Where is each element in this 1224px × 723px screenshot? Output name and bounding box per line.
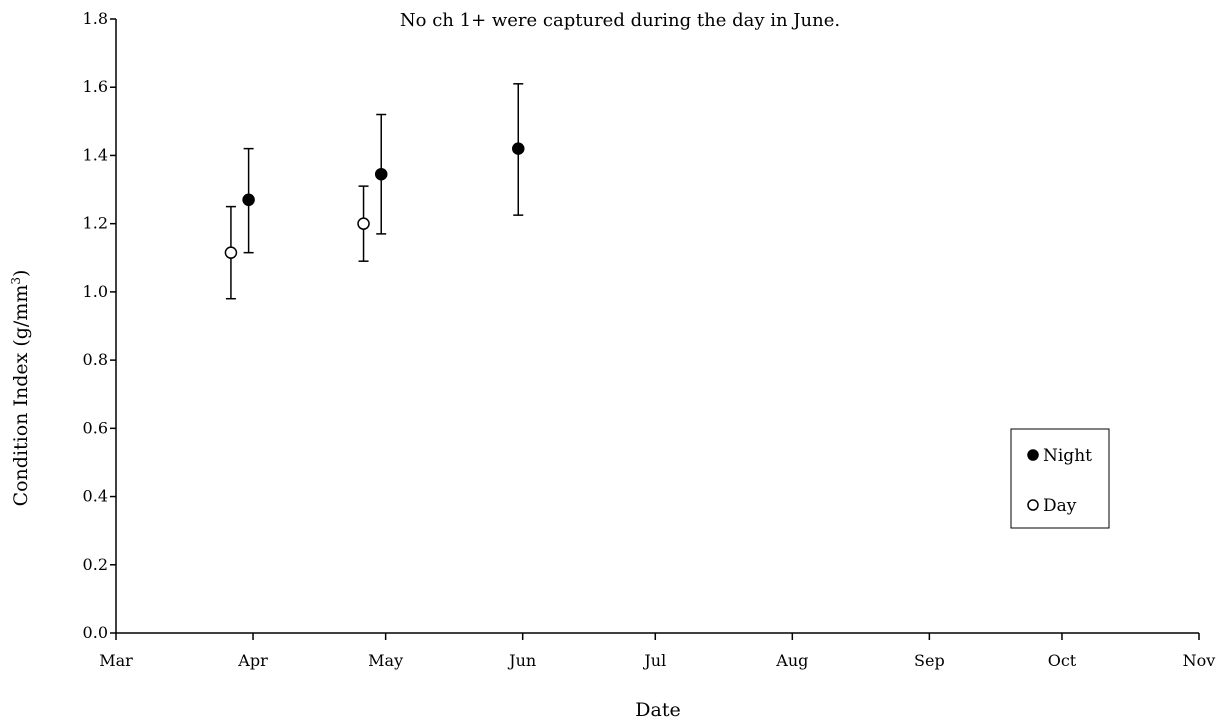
x-tick-label: Oct: [1048, 651, 1077, 670]
data-marks: [224, 83, 525, 300]
y-axis-label-main: Condition Index (g/mm: [10, 285, 32, 507]
day-point: [224, 246, 238, 259]
x-tick-label: Jul: [642, 651, 666, 670]
y-tick-label: 1.8: [83, 9, 108, 28]
night-point-group: [374, 113, 388, 235]
x-tick-label: Mar: [99, 651, 133, 670]
y-tick-label: 1.6: [83, 77, 108, 96]
night-point-group: [242, 147, 255, 254]
night-point: [512, 142, 525, 155]
legend-marker-night: [1027, 449, 1039, 461]
chart-annotation: No ch 1+ were captured during the day in…: [400, 10, 840, 31]
day-point-group: [357, 185, 370, 262]
legend-label-night: Night: [1043, 446, 1092, 466]
legend-marker-day: [1027, 499, 1039, 511]
legend: Night Day: [1010, 428, 1110, 529]
day-point: [357, 217, 370, 230]
night-point-group: [512, 83, 525, 216]
x-tick-label: Aug: [775, 651, 808, 670]
x-tick-label: May: [368, 651, 403, 670]
x-tick-label: Jun: [507, 651, 536, 670]
y-tick-label: 0.0: [83, 623, 108, 642]
day-point-group: [224, 205, 238, 300]
y-tick-label: 1.4: [83, 145, 108, 164]
y-tick-label: 0.4: [83, 487, 108, 506]
y-tick-label: 0.2: [83, 555, 108, 574]
y-tick-label: 0.8: [83, 350, 108, 369]
x-tick-label: Sep: [914, 651, 945, 670]
y-tick-label: 1.0: [83, 282, 108, 301]
legend-label-day: Day: [1043, 496, 1077, 516]
legend-box: [1010, 428, 1110, 529]
y-axis-label: Condition Index (g/mm3): [9, 270, 32, 507]
y-tick-label: 1.2: [83, 214, 108, 233]
y-tick-label: 0.6: [83, 418, 108, 437]
x-tick-label: Nov: [1183, 651, 1216, 670]
y-axis-label-close: ): [10, 270, 32, 277]
axes: 0.0 0.2 0.4 0.6 0.8 1.0 1.2 1.4 1.6 1.8 Mar Apr May J…: [83, 9, 1216, 670]
y-axis-label-superscript: 3: [9, 277, 23, 285]
x-axis-label: Date: [635, 699, 680, 721]
night-point: [374, 167, 388, 181]
x-tick-label: Apr: [237, 651, 268, 670]
night-point: [242, 193, 255, 207]
